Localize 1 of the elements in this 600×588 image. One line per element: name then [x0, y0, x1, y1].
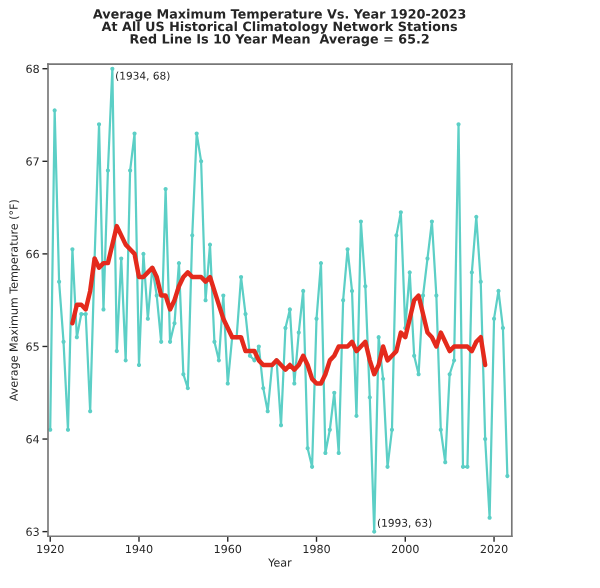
line-series — [70, 223, 488, 386]
